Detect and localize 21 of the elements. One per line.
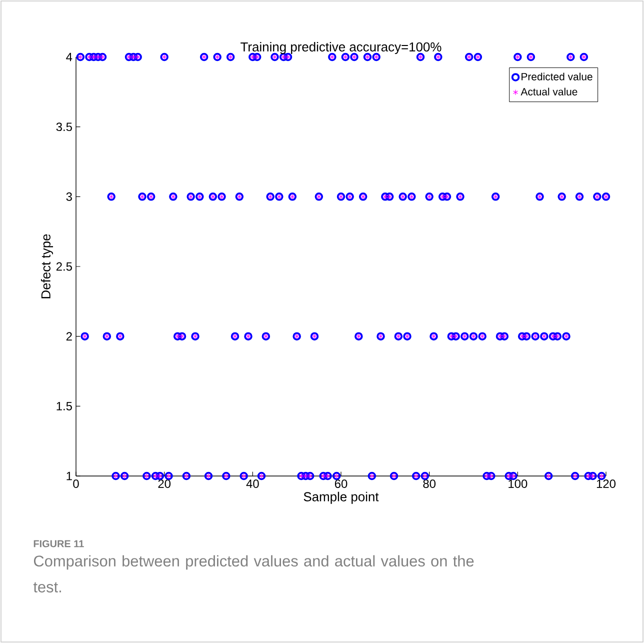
y-axis-title: Defect type: [40, 234, 54, 298]
legend-label: Actual value: [520, 88, 578, 96]
caption: FIGURE 11: [34, 540, 84, 548]
x-tick-label: 20: [158, 480, 171, 488]
y-tick-label: 1: [66, 472, 72, 480]
x-tick-label: 0: [73, 480, 79, 488]
legend-label: Predicted value: [522, 72, 592, 80]
y-tick-label: 3.5: [56, 122, 72, 132]
y-tick-label: 4: [66, 52, 72, 62]
x-tick-label: 100: [508, 480, 528, 488]
text: Comparison between predicted values and actual values on the test.: [33, 555, 474, 592]
x-axis-title: Sample point: [304, 492, 379, 504]
x-tick-label: 120: [596, 480, 616, 488]
y-tick-label: 3: [66, 192, 72, 201]
x-tick-label: 60: [334, 480, 348, 488]
x-tick-label: 40: [246, 480, 259, 488]
y-tick-label: 1.5: [56, 402, 72, 410]
y-tick-label: 2: [66, 332, 72, 341]
y-tick-label: 2.5: [56, 262, 72, 271]
x-tick-label: 80: [423, 480, 436, 488]
chart-title: Training predictive accuracy=100%: [240, 42, 442, 54]
